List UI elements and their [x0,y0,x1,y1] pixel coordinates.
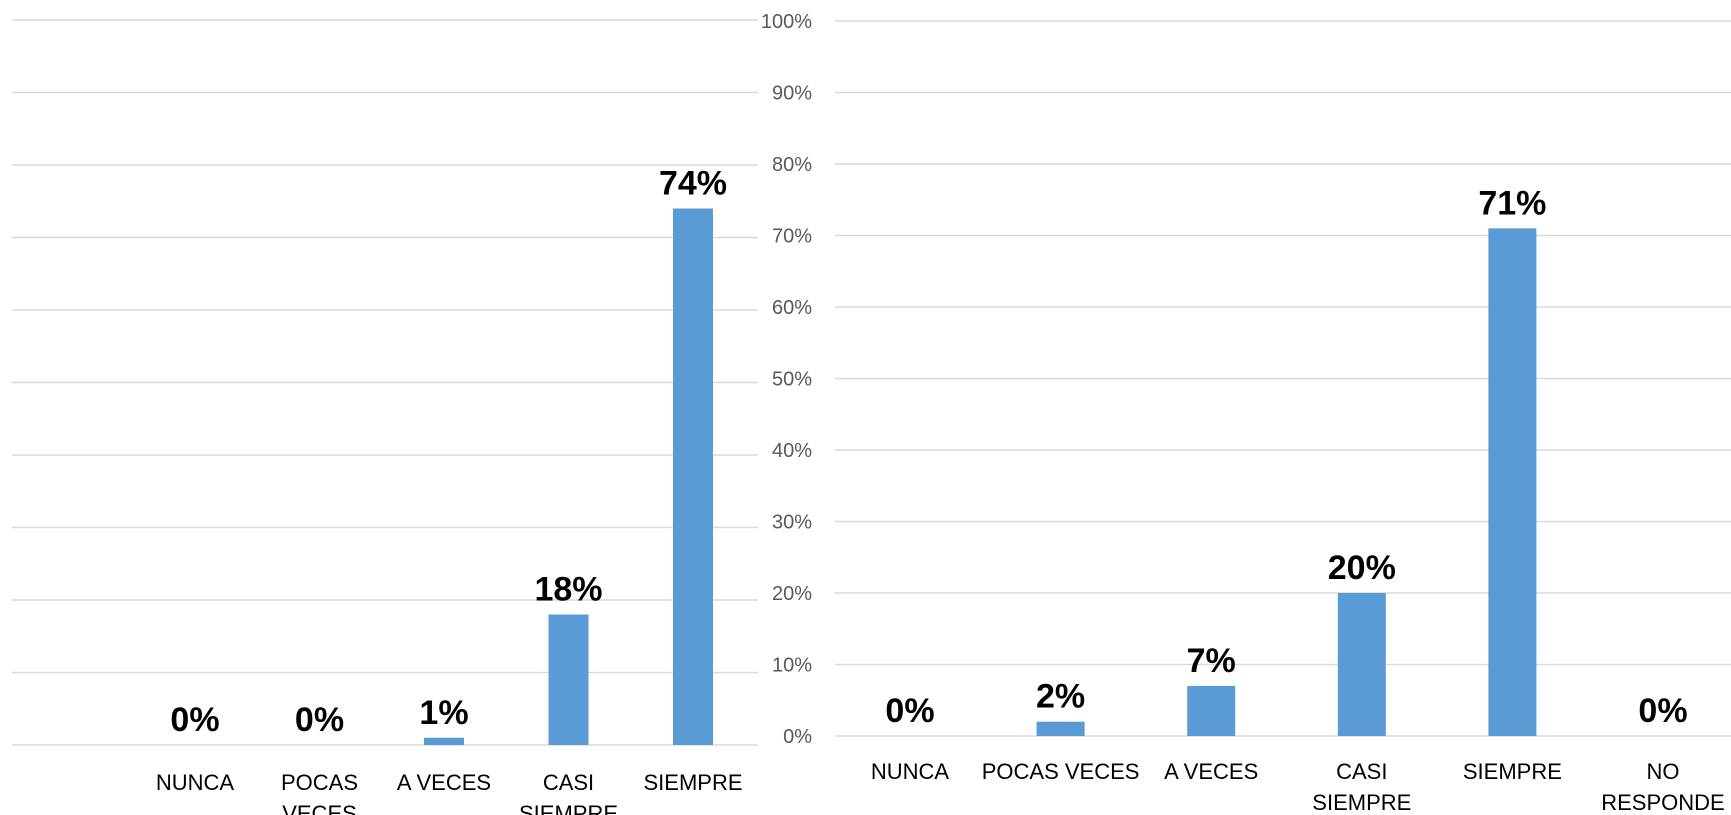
y-tick-label: 70% [772,226,812,248]
data-label: 7% [1187,642,1236,680]
category-label: A VECES [397,770,491,795]
y-tick-label: 30% [772,512,812,534]
bar [548,614,589,745]
category-label: POCAS VECES [982,759,1140,784]
y-tick-label: 100% [761,11,812,33]
category-label: NO RESPONDE [1601,759,1724,815]
category-label: NUNCA [156,770,235,795]
data-label: 18% [534,571,602,609]
category-label: A VECES [1164,759,1258,784]
bar [424,737,464,745]
bar [1337,593,1386,736]
y-tick-label: 20% [772,583,812,605]
data-label: 1% [419,694,468,732]
data-label: 2% [1036,678,1085,716]
category-label: SIEMPRE [643,770,742,795]
y-tick-label: 60% [772,297,812,319]
data-label: 0% [1638,692,1687,730]
data-label: 0% [885,692,934,730]
y-tick-label: 10% [772,655,812,677]
y-tick-label: 90% [772,83,812,105]
data-label: 74% [659,165,727,203]
y-tick-label: 40% [772,440,812,462]
right-bar-chart: 0% 10% 20% 30% 40% 50% 60% 70% 80% 90% 100% 0% NUNCA… [761,11,1731,815]
category-label: POCAS VECES [281,770,358,815]
bar [1187,685,1236,736]
data-label: 0% [170,701,219,739]
y-tick-label: 0% [783,726,812,748]
bar [1488,228,1537,736]
category-label: SIEMPRE [1463,759,1562,784]
category-label: CASI SIEMPRE [1312,759,1411,815]
y-tick-label: 50% [772,369,812,391]
category-label: CASI SIEMPRE [519,770,618,815]
left-bar-chart: 0% NUNCA 0% POCAS VECES 1% A VECES 18% CASI SIEMP… [12,19,758,815]
category-label: NUNCA [871,759,950,784]
y-tick-label: 80% [772,154,812,176]
bar [1036,721,1085,736]
data-label: 71% [1478,184,1546,222]
bar [673,208,713,745]
data-label: 0% [295,701,344,739]
data-label: 20% [1328,549,1396,587]
